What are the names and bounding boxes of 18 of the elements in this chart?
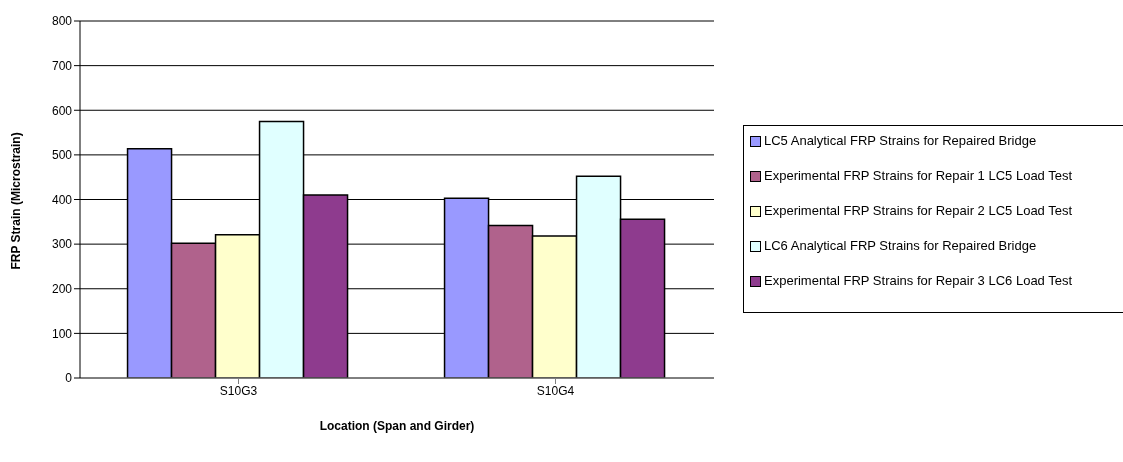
y-tick-label: 500: [51, 148, 73, 163]
y-tick-label: 700: [51, 58, 73, 73]
x-tick-label: S10G3: [219, 383, 258, 398]
y-tick-label: 100: [51, 326, 73, 341]
legend-label: LC5 Analytical FRP Strains for Repaired Bridge: [764, 133, 1037, 148]
x-axis-title: Location (Span and Girder): [319, 419, 475, 433]
y-tick-label: 800: [51, 14, 73, 29]
legend-label: Experimental FRP Strains for Repair 2 LC5 Load Test: [764, 203, 1073, 218]
y-tick-label: 600: [51, 103, 73, 118]
x-tick-label: S10G4: [536, 383, 575, 398]
legend-label: Experimental FRP Strains for Repair 3 LC6 Load Test: [764, 273, 1073, 288]
y-tick-label: 400: [51, 192, 73, 207]
legend-label: Experimental FRP Strains for Repair 1 LC5 Load Test: [764, 168, 1073, 183]
y-axis-title: FRP Strain (Microstrain): [9, 132, 24, 270]
y-tick-label: 0: [65, 371, 73, 386]
legend-label: LC6 Analytical FRP Strains for Repaired Bridge: [764, 238, 1037, 253]
y-tick-label: 200: [51, 282, 73, 297]
y-tick-label: 300: [51, 237, 73, 252]
